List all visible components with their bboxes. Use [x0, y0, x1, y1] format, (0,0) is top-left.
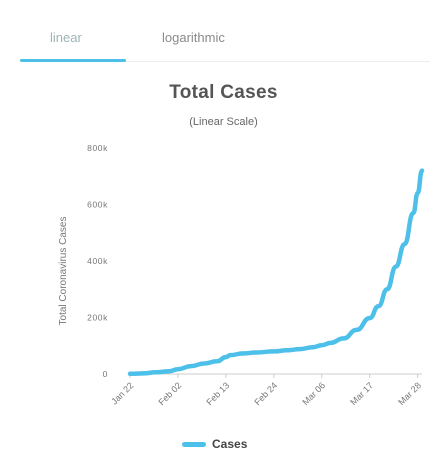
- y-tick-label: 800k: [87, 143, 108, 153]
- chart-title: Total Cases: [169, 82, 278, 103]
- y-tick-label: 600k: [87, 200, 108, 210]
- series-line-cases: [127, 168, 425, 377]
- active-tab-indicator: [20, 59, 126, 62]
- legend-swatch: [182, 441, 206, 447]
- x-tick-label: Mar 17: [348, 380, 375, 407]
- scale-tabs: linear logarithmic: [20, 22, 430, 62]
- x-tick-label: Feb 02: [156, 380, 183, 407]
- y-tick-label: 0: [103, 369, 108, 379]
- x-tick-label: Feb 24: [252, 380, 279, 407]
- legend-item-cases[interactable]: Cases: [182, 436, 247, 452]
- tab-logarithmic[interactable]: logarithmic: [162, 30, 225, 45]
- y-tick-label: 400k: [87, 256, 108, 266]
- x-tick-label: Mar 06: [300, 380, 327, 407]
- chart-subtitle: (Linear Scale): [189, 116, 258, 128]
- tab-linear[interactable]: linear: [50, 30, 82, 45]
- x-tick-label: Mar 28: [396, 380, 423, 407]
- legend-label: Cases: [212, 437, 248, 451]
- y-tick-label: 200k: [87, 313, 108, 323]
- tab-divider: [20, 61, 430, 62]
- x-tick-label: Feb 13: [204, 380, 231, 407]
- x-tick-label: Jan 22: [109, 380, 135, 406]
- y-axis-title: Total Coronavirus Cases: [58, 217, 69, 326]
